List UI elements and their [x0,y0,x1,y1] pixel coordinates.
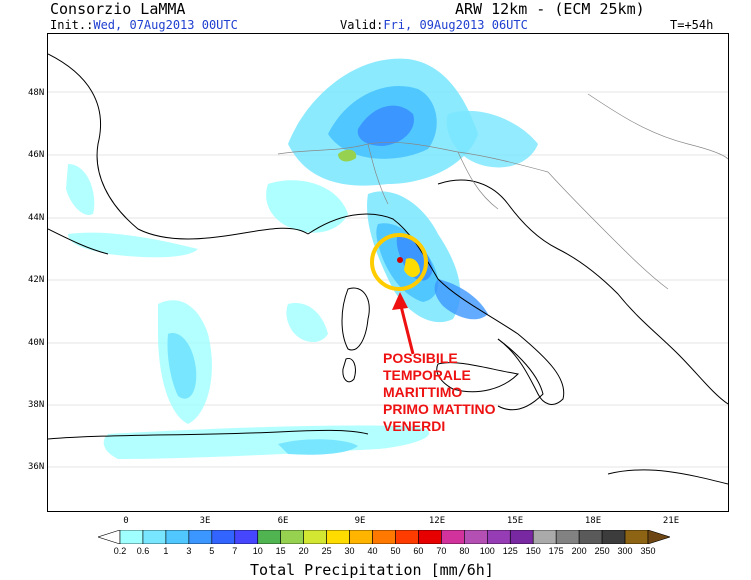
colorbar-tick-label: 5 [209,546,215,556]
valid-time: Valid:Fri, 09Aug2013 06UTC [340,18,528,32]
colorbar [98,530,670,544]
colorbar-swatch [578,530,603,544]
init-label: Init.: [50,18,94,32]
colorbar-tick-label: 60 [413,546,424,556]
model-label: ARW 12km - (ECM 25km) [455,0,645,18]
colorbar-tick-label: 0.6 [136,546,150,556]
colorbar-swatch [280,530,304,544]
coastlines [48,53,728,485]
colorbar-tick-label: 0.2 [113,546,127,556]
precipitation-map [47,33,729,512]
lat-label: 36N [28,462,45,472]
colorbar-tick-label: 125 [502,546,518,556]
storm-core [397,257,403,263]
colorbar-swatch [555,530,580,544]
lon-label: 9E [354,516,366,526]
colorbar-tick-label: 150 [525,546,541,556]
colorbar-tick-label: 250 [594,546,610,556]
valid-value: Fri, 09Aug2013 06UTC [383,18,528,32]
annotation-line: POSSIBILE [383,350,458,366]
lon-label: 18E [584,516,602,526]
annotation-line: TEMPORALE [383,367,471,383]
colorbar-tick-label: 30 [344,546,355,556]
lat-label: 40N [28,338,45,348]
colorbar-arrow-left [98,530,121,544]
colorbar-swatch [487,530,511,544]
colorbar-swatch [418,530,442,544]
legend-title: Total Precipitation [mm/6h] [250,561,494,579]
lat-label: 46N [28,150,45,160]
borders [277,93,728,290]
colorbar-swatch [188,530,213,544]
colorbar-tick-label: 350 [640,546,656,556]
lon-label: 12E [428,516,446,526]
colorbar-tick-label: 15 [275,546,286,556]
colorbar-swatch [326,530,350,544]
colorbar-arrow-right [647,530,670,544]
lon-label: 3E [199,516,211,526]
storm-annotation: POSSIBILE TEMPORALE MARITTIMO PRIMO MATT… [383,350,496,435]
colorbar-swatch [165,530,190,544]
colorbar-tick-label: 200 [571,546,587,556]
colorbar-swatch [601,530,626,544]
annotation-line: PRIMO MATTINO [383,401,496,417]
colorbar-swatch [349,530,373,544]
lon-label: 15E [506,516,524,526]
lat-label: 48N [28,88,45,98]
colorbar-tick-label: 100 [479,546,495,556]
colorbar-swatch [441,530,465,544]
colorbar-swatch [142,530,167,544]
lat-label: 44N [28,213,45,223]
colorbar-tick-label: 1 [163,546,169,556]
map-canvas [48,53,728,485]
lon-label: 21E [662,516,680,526]
colorbar-tick-label: 70 [436,546,447,556]
page-title: Consorzio LaMMA [50,0,186,18]
precip-areas [66,58,538,459]
lead-time: T=+54h [670,18,714,32]
init-time: Init.:Wed, 07Aug2013 00UTC [50,18,238,32]
valid-label: Valid: [340,18,384,32]
lon-label: 0 [123,516,129,526]
colorbar-swatch [257,530,281,544]
colorbar-swatch [395,530,419,544]
colorbar-swatch [509,530,534,544]
colorbar-tick-label: 25 [321,546,332,556]
annotation-line: VENERDI [383,418,446,434]
colorbar-swatch [119,530,144,544]
lat-label: 42N [28,275,45,285]
colorbar-swatch [303,530,327,544]
colorbar-tick-label: 20 [298,546,309,556]
colorbar-tick-label: 300 [617,546,633,556]
colorbar-swatch [211,530,236,544]
colorbar-swatch [372,530,396,544]
colorbar-swatch [234,530,259,544]
colorbar-swatch [532,530,557,544]
colorbar-tick-label: 80 [459,546,470,556]
lat-label: 38N [28,400,45,410]
colorbar-tick-label: 3 [186,546,192,556]
annotation-line: MARITTIMO [383,384,463,400]
colorbar-tick-label: 40 [367,546,378,556]
init-value: Wed, 07Aug2013 00UTC [93,18,238,32]
colorbar-tick-label: 175 [548,546,564,556]
highlight-circle [370,233,428,291]
colorbar-swatch [624,530,649,544]
colorbar-tick-label: 10 [252,546,263,556]
lon-label: 6E [277,516,289,526]
colorbar-tick-label: 50 [390,546,401,556]
colorbar-tick-label: 7 [232,546,238,556]
colorbar-swatch [464,530,488,544]
annotation-arrow [392,292,415,355]
